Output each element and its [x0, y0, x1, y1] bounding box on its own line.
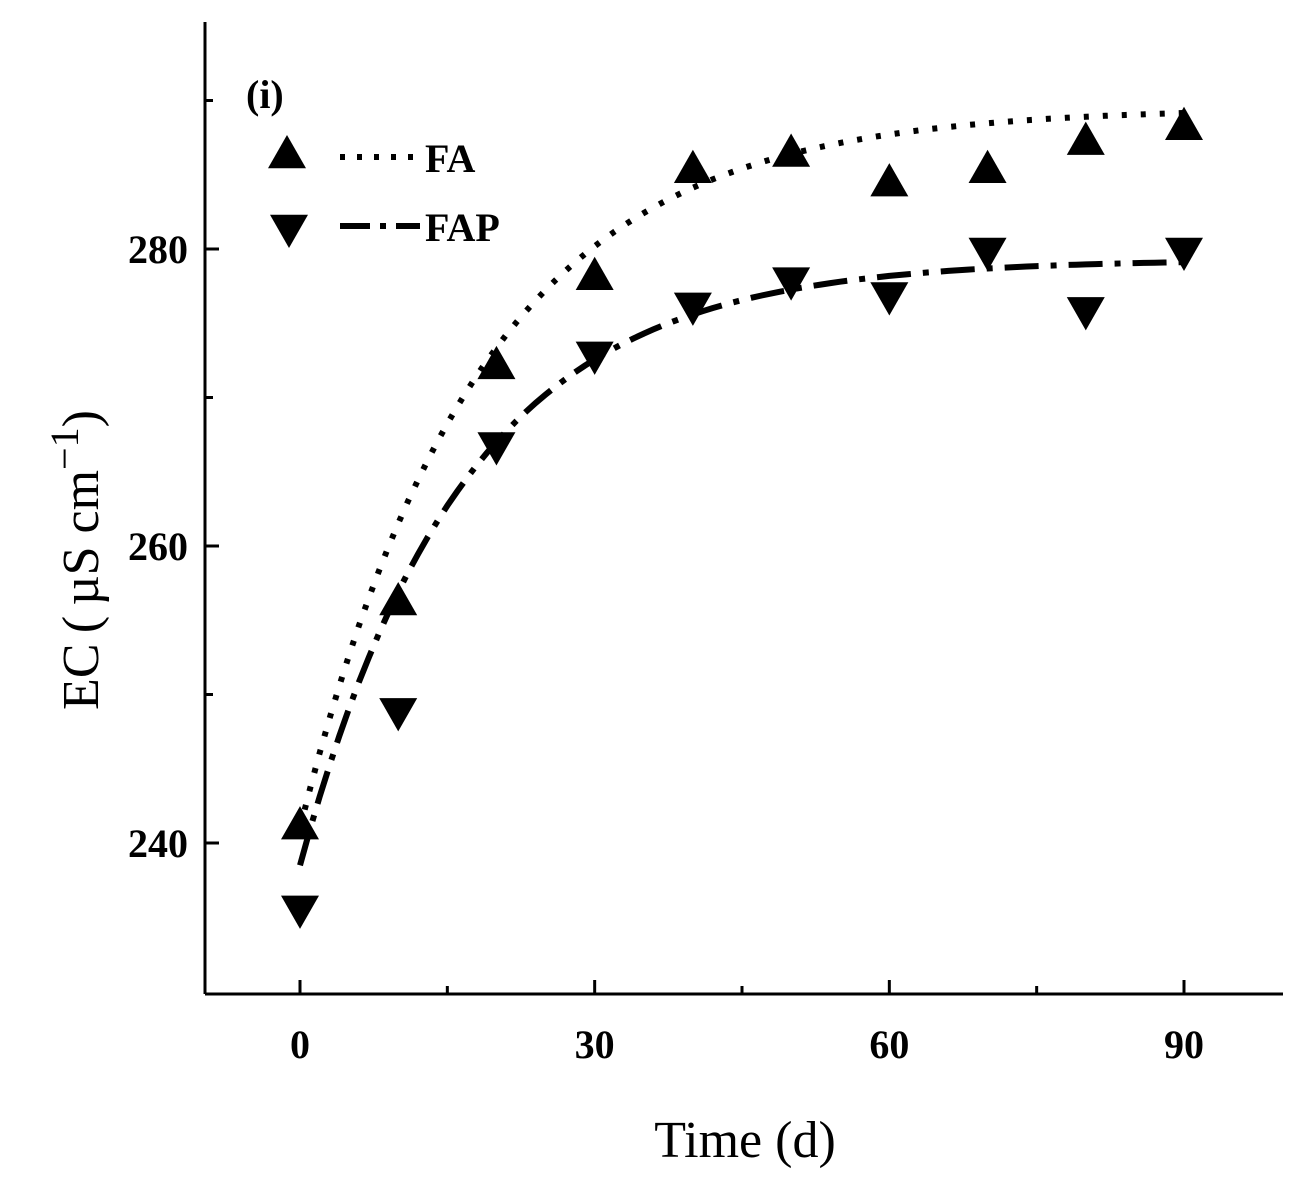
data-point-fap	[477, 432, 516, 466]
data-points	[281, 106, 1203, 929]
data-point-fap	[870, 282, 909, 316]
y-tick-label: 240	[128, 821, 188, 866]
data-point-fa	[477, 345, 516, 380]
data-point-fa	[1066, 121, 1105, 155]
axes	[203, 22, 1283, 996]
legend: FA FAP	[268, 135, 500, 250]
data-point-fap	[1165, 237, 1203, 271]
data-point-fa	[1165, 106, 1203, 140]
data-point-fa	[772, 133, 811, 167]
data-point-fap	[968, 237, 1007, 271]
y-tick-label: 280	[128, 227, 188, 272]
legend-label-fap: FAP	[425, 205, 500, 250]
y-axis-title-exponent: −1	[42, 427, 87, 470]
x-axis-title: Time (d)	[654, 1112, 836, 1169]
data-point-fap	[281, 895, 319, 929]
fit-line-fap	[297, 259, 1185, 867]
legend-marker-fap	[270, 214, 308, 248]
y-axis-title: EC ( µS cm−1)	[42, 410, 110, 710]
data-point-fap	[1066, 297, 1105, 331]
y-axis-title-group: EC ( µS cm−1)	[42, 410, 110, 710]
x-tick-label: 60	[869, 1022, 909, 1067]
axis-ticks: 0 30 60 90 240 260 280	[128, 99, 1204, 1067]
data-point-fa	[673, 149, 712, 184]
fit-curves	[297, 110, 1185, 867]
panel-label: (i)	[246, 72, 284, 117]
y-axis-title-close: )	[53, 410, 110, 427]
legend-label-fa: FA	[425, 136, 475, 181]
data-point-fa	[575, 256, 614, 290]
data-point-fa	[870, 163, 909, 197]
y-axis-title-main: EC ( µS cm	[53, 470, 110, 710]
y-tick-label: 260	[128, 524, 188, 569]
data-point-fap	[673, 292, 712, 326]
x-tick-label: 0	[290, 1022, 310, 1067]
x-tick-label: 30	[575, 1022, 615, 1067]
data-point-fa	[379, 581, 418, 616]
legend-marker-fa	[268, 135, 306, 169]
data-point-fa	[968, 149, 1007, 184]
data-point-fap	[379, 698, 418, 732]
x-tick-label: 90	[1164, 1022, 1204, 1067]
data-point-fap	[772, 267, 811, 301]
data-point-fa	[281, 806, 319, 840]
data-point-fap	[575, 341, 614, 375]
